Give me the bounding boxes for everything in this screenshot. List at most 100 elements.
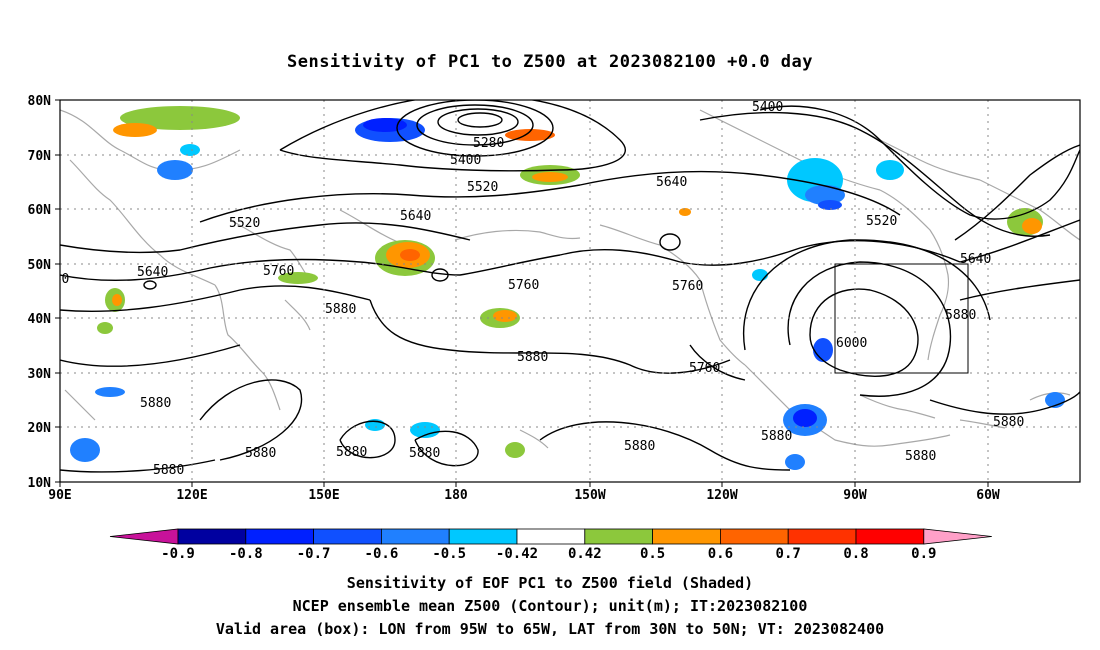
contour-label: 5880 (325, 302, 356, 317)
contour-label: 5640 (960, 252, 991, 267)
contour-label: 5880 (336, 445, 367, 460)
positive-patch (493, 310, 517, 322)
lon-label: 120E (176, 488, 207, 503)
colorbar-label: -0.8 (229, 546, 263, 562)
negative-patch (363, 118, 407, 132)
lat-label: 20N (28, 421, 52, 436)
colorbar-cell (448, 528, 518, 545)
positive-patch (532, 172, 568, 182)
negative-patch (410, 422, 440, 438)
contour-label: 5520 (866, 214, 897, 229)
lat-label: 30N (28, 367, 52, 382)
caption-line-2: NCEP ensemble mean Z500 (Contour); unit(… (293, 597, 808, 615)
colorbar-cells (109, 528, 992, 545)
negative-patch (818, 200, 842, 210)
contour-label: 6000 (836, 336, 867, 351)
colorbar-label: 0.6 (708, 546, 733, 562)
colorbar-cell (584, 528, 653, 545)
negative-patch (95, 387, 125, 397)
colorbar-label: -0.7 (297, 546, 331, 562)
lon-label: 90W (843, 488, 867, 503)
contour-label: 5280 (473, 136, 504, 151)
lat-label: 70N (28, 149, 52, 164)
tick-marks (55, 99, 989, 487)
contour-label: 5640 (656, 175, 687, 190)
colorbar-cell (516, 528, 586, 545)
colorbar-label: -0.5 (432, 546, 466, 562)
lon-label: 180 (444, 488, 468, 503)
contour-label: 5880 (905, 449, 936, 464)
contour-label: 5880 (761, 429, 792, 444)
negative-patch (180, 144, 200, 156)
map-plot-area: 5400 5280 5400 5520 5640 5520 5640 5520 … (28, 94, 1081, 503)
negative-patch (805, 185, 845, 205)
longitude-labels: 90E 120E 150E 180 150W 120W 90W 60W (48, 488, 1000, 503)
contour-label: 5880 (153, 463, 184, 478)
positive-patch (1022, 218, 1042, 234)
colorbar-label: -0.42 (496, 546, 538, 562)
contour-label: 5640 (137, 265, 168, 280)
positive-patch (505, 442, 525, 458)
negative-patch (793, 409, 817, 427)
contour-label: 5880 (993, 415, 1024, 430)
contour-label: 5640 (400, 209, 431, 224)
contour-label: 5760 (263, 264, 294, 279)
contour-label: 5520 (229, 216, 260, 231)
contour-label: 5880 (140, 396, 171, 411)
colorbar-arrow-low (109, 528, 179, 545)
negative-patch (157, 160, 193, 180)
contour-label: 5880 (517, 350, 548, 365)
negative-patch (70, 438, 100, 462)
contour-label: 5880 (624, 439, 655, 454)
lon-label: 150E (308, 488, 339, 503)
colorbar-label: 0.9 (911, 546, 936, 562)
coastlines (60, 109, 1080, 449)
contour-label: 5400 (450, 153, 481, 168)
lat-label: 80N (28, 94, 52, 109)
lat-label: 10N (28, 476, 52, 491)
colorbar-label: 0.7 (776, 546, 801, 562)
contour-label: 5760 (689, 361, 720, 376)
plot-frame (59, 99, 1081, 483)
colorbar-cell (313, 528, 382, 545)
colorbar-arrow-high (923, 528, 992, 545)
contour-label: 5400 (752, 100, 783, 115)
negative-patch (785, 454, 805, 470)
lat-label: 40N (28, 312, 52, 327)
valid-area-box (834, 263, 969, 374)
lat-label: 60N (28, 203, 52, 218)
colorbar-cell (177, 528, 247, 545)
lon-label: 90E (48, 488, 71, 503)
positive-patch (752, 269, 768, 281)
contour-label: 5880 (409, 446, 440, 461)
lon-label: 60W (976, 488, 1000, 503)
lon-label: 120W (706, 488, 737, 503)
positive-patch (120, 106, 240, 130)
contour-label: 5760 (672, 279, 703, 294)
positive-patch (278, 272, 318, 284)
contour-label: 5760 (508, 278, 539, 293)
positive-patch (97, 322, 113, 334)
contour-label: 5880 (245, 446, 276, 461)
plot-background (60, 100, 1080, 482)
colorbar: -0.9 -0.8 -0.7 -0.6 -0.5 -0.42 0.42 0.5 0.6 0.7 0.… (109, 528, 992, 562)
colorbar-cell (652, 528, 721, 545)
colorbar-labels: -0.9 -0.8 -0.7 -0.6 -0.5 -0.42 0.42 0.5 0.6 0.7 0.… (161, 546, 936, 562)
colorbar-label: -0.9 (161, 546, 195, 562)
colorbar-label: 0.42 (568, 546, 602, 562)
negative-patch (813, 338, 833, 362)
positive-patch (113, 123, 157, 137)
caption-line-1: Sensitivity of EOF PC1 to Z500 field (Sh… (347, 574, 753, 592)
colorbar-label: -0.6 (365, 546, 399, 562)
sensitivity-shading (70, 106, 1065, 470)
z500-contours (60, 100, 1080, 473)
positive-patch (400, 249, 420, 261)
colorbar-cell (720, 528, 789, 545)
colorbar-cell (855, 528, 925, 545)
lat-label: 50N (28, 258, 52, 273)
map-title: Sensitivity of PC1 to Z500 at 2023082100… (287, 52, 813, 72)
lon-label: 150W (574, 488, 605, 503)
colorbar-label: 0.8 (843, 546, 868, 562)
positive-patch (112, 294, 122, 306)
contour-label: 5760 (38, 272, 69, 287)
